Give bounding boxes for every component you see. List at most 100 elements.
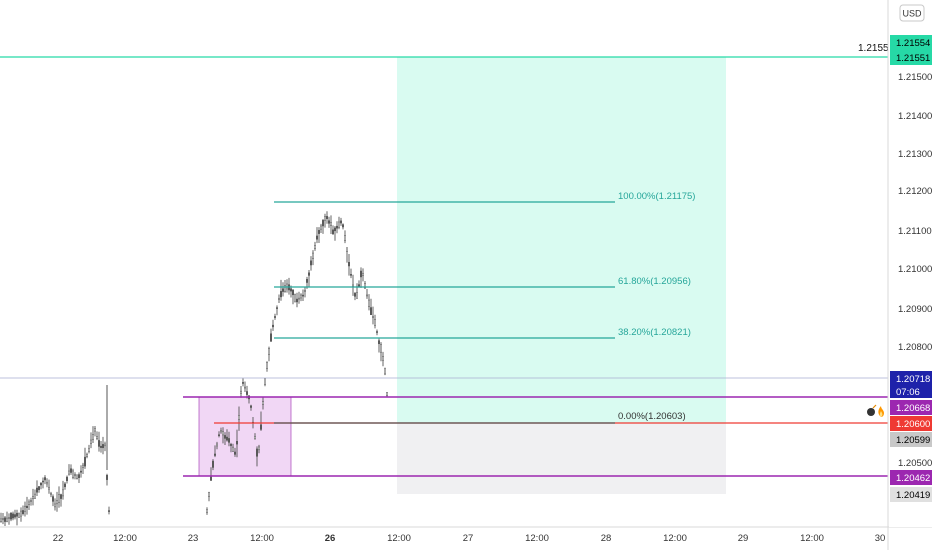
candle-body (208, 491, 210, 497)
candle-body (20, 510, 22, 517)
candle-body (302, 294, 304, 297)
candle-body (326, 216, 328, 220)
candle-body (70, 468, 72, 473)
candle-body (74, 474, 76, 477)
candle-body (46, 481, 48, 485)
candle-body (310, 260, 312, 266)
candle-body (256, 448, 258, 457)
price-tag-text: 1.21554 (896, 38, 930, 49)
candle-body (334, 227, 336, 232)
candle-body (272, 324, 274, 328)
candle-body (210, 476, 212, 481)
candle-body (26, 505, 28, 508)
loss-zone[interactable] (397, 423, 726, 494)
price-axis[interactable]: 1.21500 1.21400 1.21300 1.21200 1.21100 … (898, 72, 932, 469)
demand-zone-box[interactable] (198, 396, 292, 477)
candle-body (206, 509, 208, 513)
candle-body (224, 435, 226, 439)
currency-button[interactable]: USD (899, 4, 925, 22)
price-tag-target-2: 1.21551 (890, 50, 932, 65)
candle-body (92, 434, 94, 440)
price-tag-text: 1.20419 (896, 490, 930, 501)
candle-body (312, 252, 314, 259)
x-tick-label: 12:00 (250, 533, 274, 544)
candle-body (230, 444, 232, 446)
candle-body (376, 331, 378, 333)
price-tag-text: 1.20718 (896, 374, 930, 385)
candle-body (370, 307, 372, 316)
candle-body (232, 446, 234, 452)
time-axis[interactable]: 22 12:00 23 12:00 26 12:00 27 12:00 28 1… (53, 533, 886, 544)
y-tick-label: 1.21000 (898, 264, 932, 275)
candle-body (362, 273, 364, 277)
profit-zone[interactable] (397, 57, 726, 423)
candle-body (342, 224, 344, 228)
candle-body (336, 225, 338, 229)
y-tick-label: 1.21400 (898, 111, 932, 122)
candle-body (236, 440, 238, 445)
candle-body (218, 434, 220, 436)
candle-body (346, 247, 348, 252)
candle-body (108, 510, 110, 512)
candle-body (258, 446, 260, 451)
candle-body (104, 443, 106, 447)
price-tag-entry: 1.20600 (890, 416, 932, 431)
fib-label-0: 0.00%(1.20603) (618, 411, 686, 422)
fib-retracement[interactable]: 100.00%(1.21175) 61.80%(1.20956) 38.20%(… (274, 191, 695, 424)
candle-body (316, 235, 318, 240)
candlestick-series (0, 211, 388, 527)
candle-body (80, 470, 82, 473)
y-tick-label: 1.21100 (898, 226, 932, 237)
countdown-text: 07:06 (896, 387, 920, 398)
candle-body (304, 290, 306, 292)
candle-body (234, 451, 236, 455)
price-tag-text: 1.20462 (896, 473, 930, 484)
candle-body (322, 220, 324, 227)
candle-body (292, 289, 294, 296)
candle-body (294, 293, 296, 303)
x-tick-label: 12:00 (113, 533, 137, 544)
price-tag-text: 1.20668 (896, 403, 930, 414)
candle-body (382, 356, 384, 361)
price-tag-text: 1.21551 (896, 53, 930, 64)
candle-body (266, 362, 268, 369)
candle-body (378, 340, 380, 345)
candle-body (368, 299, 370, 307)
candle-body (282, 288, 284, 292)
candle-body (72, 470, 74, 478)
x-tick-label: 12:00 (387, 533, 411, 544)
y-tick-label: 1.20800 (898, 342, 932, 353)
candle-body (270, 333, 272, 342)
candle-body (38, 486, 40, 491)
price-tag-last: 1.20718 07:06 (890, 371, 932, 398)
candle-body (64, 483, 66, 488)
y-tick-label: 1.21300 (898, 149, 932, 160)
candle-body (54, 503, 56, 508)
candle-body (86, 453, 88, 457)
candle-body (68, 470, 70, 475)
candle-body (228, 438, 230, 443)
candle-body (296, 298, 298, 303)
candle-body (340, 220, 342, 224)
candle-body (320, 225, 322, 230)
candle-body (338, 221, 340, 228)
x-tick-label: 22 (53, 533, 64, 544)
price-tag-stop: 1.20419 (890, 487, 932, 502)
candle-body (324, 216, 326, 221)
candle-body (328, 220, 330, 224)
fire-icon (878, 406, 884, 417)
candle-body (240, 390, 242, 394)
target-line-label: 1.2155 (858, 43, 889, 54)
x-tick-label: 12:00 (663, 533, 687, 544)
candle-body (88, 448, 90, 452)
candle-body (226, 436, 228, 441)
candle-body (246, 391, 248, 395)
x-tick-label: 30 (875, 533, 886, 544)
candle-body (250, 405, 252, 408)
candle-body (242, 382, 244, 384)
candle-body (276, 307, 278, 309)
candle-body (40, 482, 42, 486)
candle-body (24, 505, 26, 512)
candle-body (330, 222, 332, 226)
